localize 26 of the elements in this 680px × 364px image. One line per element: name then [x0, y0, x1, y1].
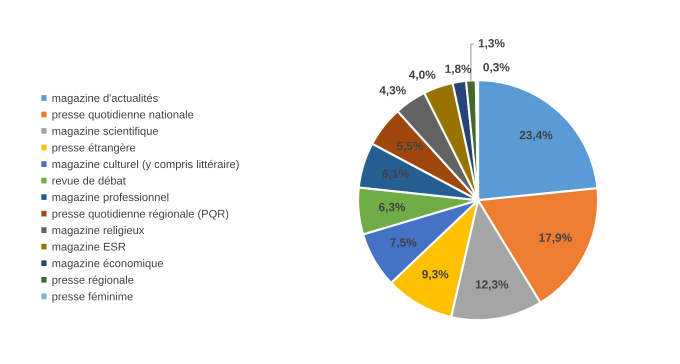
data-label: 0,3% — [483, 63, 510, 74]
data-label: 23,4% — [520, 130, 552, 142]
data-label: 12,3% — [476, 280, 508, 290]
data-label: 1,8% — [445, 64, 472, 75]
data-label: 7,5% — [390, 238, 416, 248]
legend-label: magazine d'actualités — [52, 94, 158, 104]
legend-label: presse quotidienne régionale (PQR) — [52, 209, 228, 220]
legend-label: magazine scientifique — [52, 126, 158, 138]
data-label: 4,0% — [408, 70, 436, 81]
legend-label: magazine culturel (y compris littéraire) — [52, 160, 239, 170]
legend-label: magazine professionnel — [52, 192, 168, 204]
data-label: 6,1% — [382, 170, 409, 180]
data-label: 1,3% — [478, 39, 505, 50]
legend-label: revue de débat — [52, 176, 126, 185]
legend-label: presse quotidienne nationale — [52, 110, 194, 121]
legend-label: presse régionale — [52, 276, 134, 286]
data-label: 6,3% — [378, 202, 406, 213]
data-label: 9,3% — [422, 270, 448, 280]
data-label: 4,3% — [380, 86, 406, 96]
legend-label: presse étrangère — [52, 143, 136, 154]
legend-label: magazine ESR — [52, 242, 126, 253]
legend-label: presse féminime — [52, 292, 133, 303]
legend-label: magazine économique — [52, 258, 164, 270]
data-label: 17,9% — [539, 234, 572, 244]
legend-label: magazine religieux — [52, 226, 144, 236]
data-label: 5,5% — [396, 142, 424, 152]
